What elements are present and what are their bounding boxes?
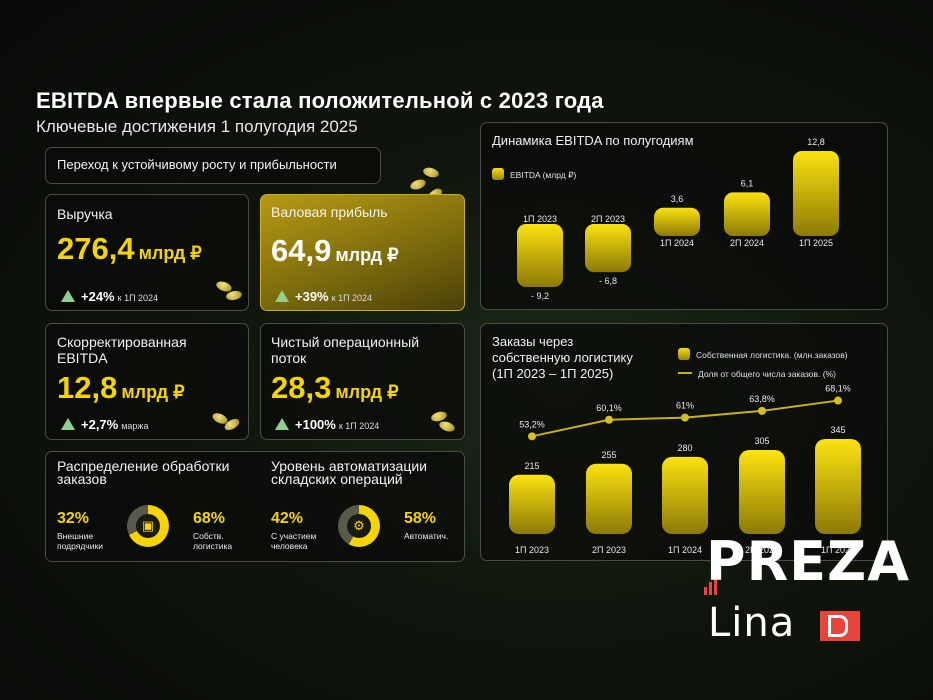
ebitda-x-label: 1П 2024 bbox=[660, 238, 694, 248]
orders-x-label: 1П 2024 bbox=[668, 545, 702, 555]
ebitda-value-label: 12,8 bbox=[807, 137, 825, 147]
cashflow-label: Чистый операционный поток bbox=[271, 334, 420, 366]
distribution-left-pct: 32% bbox=[57, 510, 90, 527]
orders-chart-card: Заказы через собственную логистику (1П 2… bbox=[480, 323, 888, 561]
orders-legend-line: Доля от общего числа заказов. (%) bbox=[678, 369, 836, 379]
orders-value-label: 215 bbox=[524, 461, 539, 471]
ebitda-bar bbox=[654, 207, 700, 236]
ebitda-value: 12,8 млрд ₽ bbox=[57, 370, 185, 405]
revenue-card: Выручка 276,4 млрд ₽ +24% к 1П 2024 bbox=[45, 194, 249, 311]
cashflow-change: +100% к 1П 2024 bbox=[275, 417, 379, 432]
ebitda-chart: 1П 2023 - 9,2 2П 2023 - 6,8 1П 2024 3,6 2П 202… bbox=[517, 137, 839, 301]
ebitda-chart-title: Динамика EBITDA по полугодиям bbox=[492, 133, 694, 148]
tagline-text: Переход к устойчивому росту и прибыльнос… bbox=[57, 157, 337, 172]
logo-text-secondary: Lina bbox=[708, 600, 796, 646]
ebitda-chart-card: Динамика EBITDA по полугодиям EBITDA (мл… bbox=[480, 122, 888, 310]
automation-left-pct: 42% bbox=[271, 510, 304, 527]
ebitda-x-label: 2П 2023 bbox=[591, 214, 625, 224]
distribution-title: Распределение обработки заказов bbox=[57, 458, 230, 487]
ebitda-bar bbox=[724, 192, 770, 236]
ebitda-change: +2,7% маржа bbox=[61, 417, 148, 432]
automation-donut: ⚙ bbox=[338, 505, 380, 547]
ebitda-card: Скорректированная EBITDA 12,8 млрд ₽ +2,7%… bbox=[45, 323, 249, 440]
automation-right-sub: Автоматич. bbox=[404, 531, 449, 541]
legend-swatch bbox=[492, 168, 504, 180]
gross-profit-change: +39% к 1П 2024 bbox=[275, 289, 372, 304]
orders-value-label: 305 bbox=[754, 436, 769, 446]
automation-title: Уровень автоматизации складских операций bbox=[271, 458, 427, 487]
orders-bar bbox=[586, 463, 632, 534]
gross-profit-label: Валовая прибыль bbox=[271, 204, 388, 220]
orders-bar bbox=[815, 439, 861, 534]
box-icon: ▣ bbox=[136, 514, 160, 538]
operations-card: Распределение обработки заказов 32% Внешн… bbox=[45, 451, 465, 562]
orders-bar bbox=[509, 474, 555, 534]
arrow-up-icon bbox=[275, 418, 289, 430]
revenue-change: +24% к 1П 2024 bbox=[61, 289, 158, 304]
ebitda-bar bbox=[517, 224, 563, 287]
automation-right-pct: 58% bbox=[404, 510, 437, 527]
gross-profit-value: 64,9 млрд ₽ bbox=[271, 233, 399, 268]
share-point bbox=[681, 413, 689, 422]
revenue-label: Выручка bbox=[57, 206, 113, 222]
cashflow-card: Чистый операционный поток 28,3 млрд ₽ +100… bbox=[260, 323, 465, 440]
automation-left-sub: С участием человека bbox=[271, 531, 317, 551]
legend-swatch bbox=[678, 348, 690, 360]
share-point bbox=[528, 432, 536, 441]
distribution-right-sub: Собств. логистика bbox=[193, 531, 233, 551]
ebitda-chart-legend: EBITDA (млрд ₽) bbox=[492, 168, 576, 181]
orders-x-label: 2П 2024 bbox=[745, 545, 779, 555]
arrow-up-icon bbox=[61, 418, 75, 430]
distribution-right-pct: 68% bbox=[193, 510, 226, 527]
logo-mark-icon bbox=[820, 611, 860, 641]
share-value-label: 68,1% bbox=[825, 384, 851, 394]
ebitda-value-label: 6,1 bbox=[741, 178, 754, 188]
orders-bar bbox=[662, 456, 708, 534]
page-title: EBITDA впервые стала положительной с 202… bbox=[36, 88, 604, 113]
gross-profit-card: Валовая прибыль 64,9 млрд ₽ +39% к 1П 2024 bbox=[260, 194, 465, 311]
orders-value-label: 345 bbox=[830, 425, 845, 435]
gear-icon: ⚙ bbox=[347, 514, 371, 538]
revenue-value: 276,4 млрд ₽ bbox=[57, 231, 202, 266]
orders-value-label: 255 bbox=[601, 450, 616, 460]
orders-legend-bar: Собственная логистика. (млн.заказов) bbox=[678, 348, 848, 360]
share-value-label: 53,2% bbox=[519, 419, 545, 429]
coin-icon bbox=[437, 419, 457, 434]
share-point bbox=[605, 415, 613, 424]
orders-x-label: 2П 2023 bbox=[592, 545, 626, 555]
legend-line-icon bbox=[678, 372, 692, 374]
ebitda-x-label: 1П 2025 bbox=[799, 238, 833, 248]
distribution-donut: ▣ bbox=[127, 505, 169, 547]
orders-value-label: 280 bbox=[677, 443, 692, 453]
orders-chart: 215 1П 2023 255 2П 2023 280 1П 2024 305 2П 2024… bbox=[509, 384, 861, 555]
orders-bar bbox=[739, 450, 785, 534]
page-subtitle: Ключевые достижения 1 полугодия 2025 bbox=[36, 117, 358, 136]
share-point bbox=[758, 406, 766, 415]
tagline-box: Переход к устойчивому росту и прибыльнос… bbox=[45, 147, 381, 184]
ebitda-x-label: 2П 2024 bbox=[730, 238, 764, 248]
ebitda-label: Скорректированная EBITDA bbox=[57, 334, 187, 366]
arrow-up-icon bbox=[275, 290, 289, 302]
share-point bbox=[834, 396, 842, 405]
share-value-label: 63,8% bbox=[749, 394, 775, 404]
share-value-label: 60,1% bbox=[596, 403, 622, 413]
ebitda-value-label: - 9,2 bbox=[531, 291, 549, 301]
ebitda-bar bbox=[793, 151, 839, 236]
arrow-up-icon bbox=[61, 290, 75, 302]
cashflow-value: 28,3 млрд ₽ bbox=[271, 370, 399, 405]
ebitda-x-label: 1П 2023 bbox=[523, 214, 557, 224]
orders-chart-title: Заказы через собственную логистику (1П 2… bbox=[492, 334, 633, 381]
logo-text-primary: PREZA bbox=[706, 530, 910, 593]
ebitda-bar bbox=[585, 224, 631, 273]
distribution-left-sub: Внешние подрядчики bbox=[57, 531, 103, 551]
orders-x-label: 1П 2025 bbox=[821, 545, 855, 555]
ebitda-value-label: - 6,8 bbox=[599, 276, 617, 286]
logo-bars-icon bbox=[704, 577, 717, 595]
orders-x-label: 1П 2023 bbox=[515, 545, 549, 555]
share-value-label: 61% bbox=[676, 401, 694, 411]
ebitda-value-label: 3,6 bbox=[671, 194, 684, 204]
